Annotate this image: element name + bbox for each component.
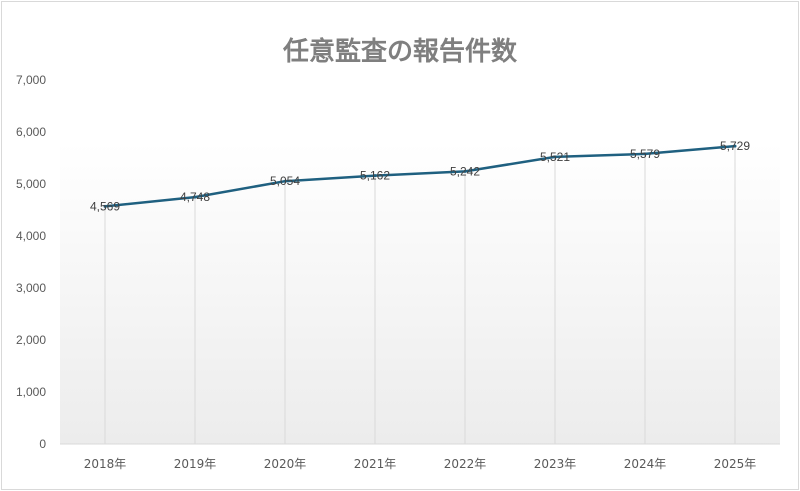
x-tick-label: 2025年 <box>714 457 757 471</box>
data-label: 5,162 <box>360 169 390 183</box>
drop-lines <box>104 146 736 444</box>
data-point <box>103 204 107 208</box>
y-axis: 0 1,000 2,000 3,000 4,000 5,000 6,000 7,000 <box>16 73 46 451</box>
data-label: 5,054 <box>270 174 300 188</box>
series <box>103 144 737 208</box>
x-tick-label: 2021年 <box>354 457 397 471</box>
data-label: 5,521 <box>540 150 570 164</box>
series-line <box>103 144 737 208</box>
data-point <box>373 174 377 178</box>
y-tick-label: 7,000 <box>16 73 46 87</box>
data-label: 4,569 <box>90 199 120 213</box>
plot-area <box>60 142 780 444</box>
x-axis: 2018年 2019年 2020年 2021年 2022年 2023年 2024年 2025年 <box>60 443 780 471</box>
data-point <box>553 155 557 159</box>
x-tick-label: 2018年 <box>84 457 127 471</box>
x-tick-label: 2022年 <box>444 457 487 471</box>
data-point <box>283 179 287 183</box>
data-label: 5,579 <box>630 147 660 161</box>
x-tick-label: 2023年 <box>534 457 577 471</box>
y-tick-label: 4,000 <box>16 229 46 243</box>
x-tick-label: 2024年 <box>624 457 667 471</box>
data-label: 5,729 <box>720 139 750 153</box>
y-tick-label: 1,000 <box>16 385 46 399</box>
y-tick-label: 0 <box>39 437 46 451</box>
data-point <box>193 195 197 199</box>
y-tick-label: 6,000 <box>16 125 46 139</box>
data-point <box>733 144 737 148</box>
data-point <box>643 152 647 156</box>
chart-title: 任意監査の報告件数 <box>282 36 518 67</box>
y-tick-label: 2,000 <box>16 333 46 347</box>
data-point <box>463 169 467 173</box>
data-labels: 4,569 4,748 5,054 5,162 5,242 5,521 5,579 5,729 <box>90 139 750 213</box>
x-tick-label: 2020年 <box>264 457 307 471</box>
data-label: 4,748 <box>180 190 210 204</box>
data-label: 5,242 <box>450 164 480 178</box>
y-tick-label: 3,000 <box>16 281 46 295</box>
y-tick-label: 5,000 <box>16 177 46 191</box>
x-tick-label: 2019年 <box>174 457 217 471</box>
